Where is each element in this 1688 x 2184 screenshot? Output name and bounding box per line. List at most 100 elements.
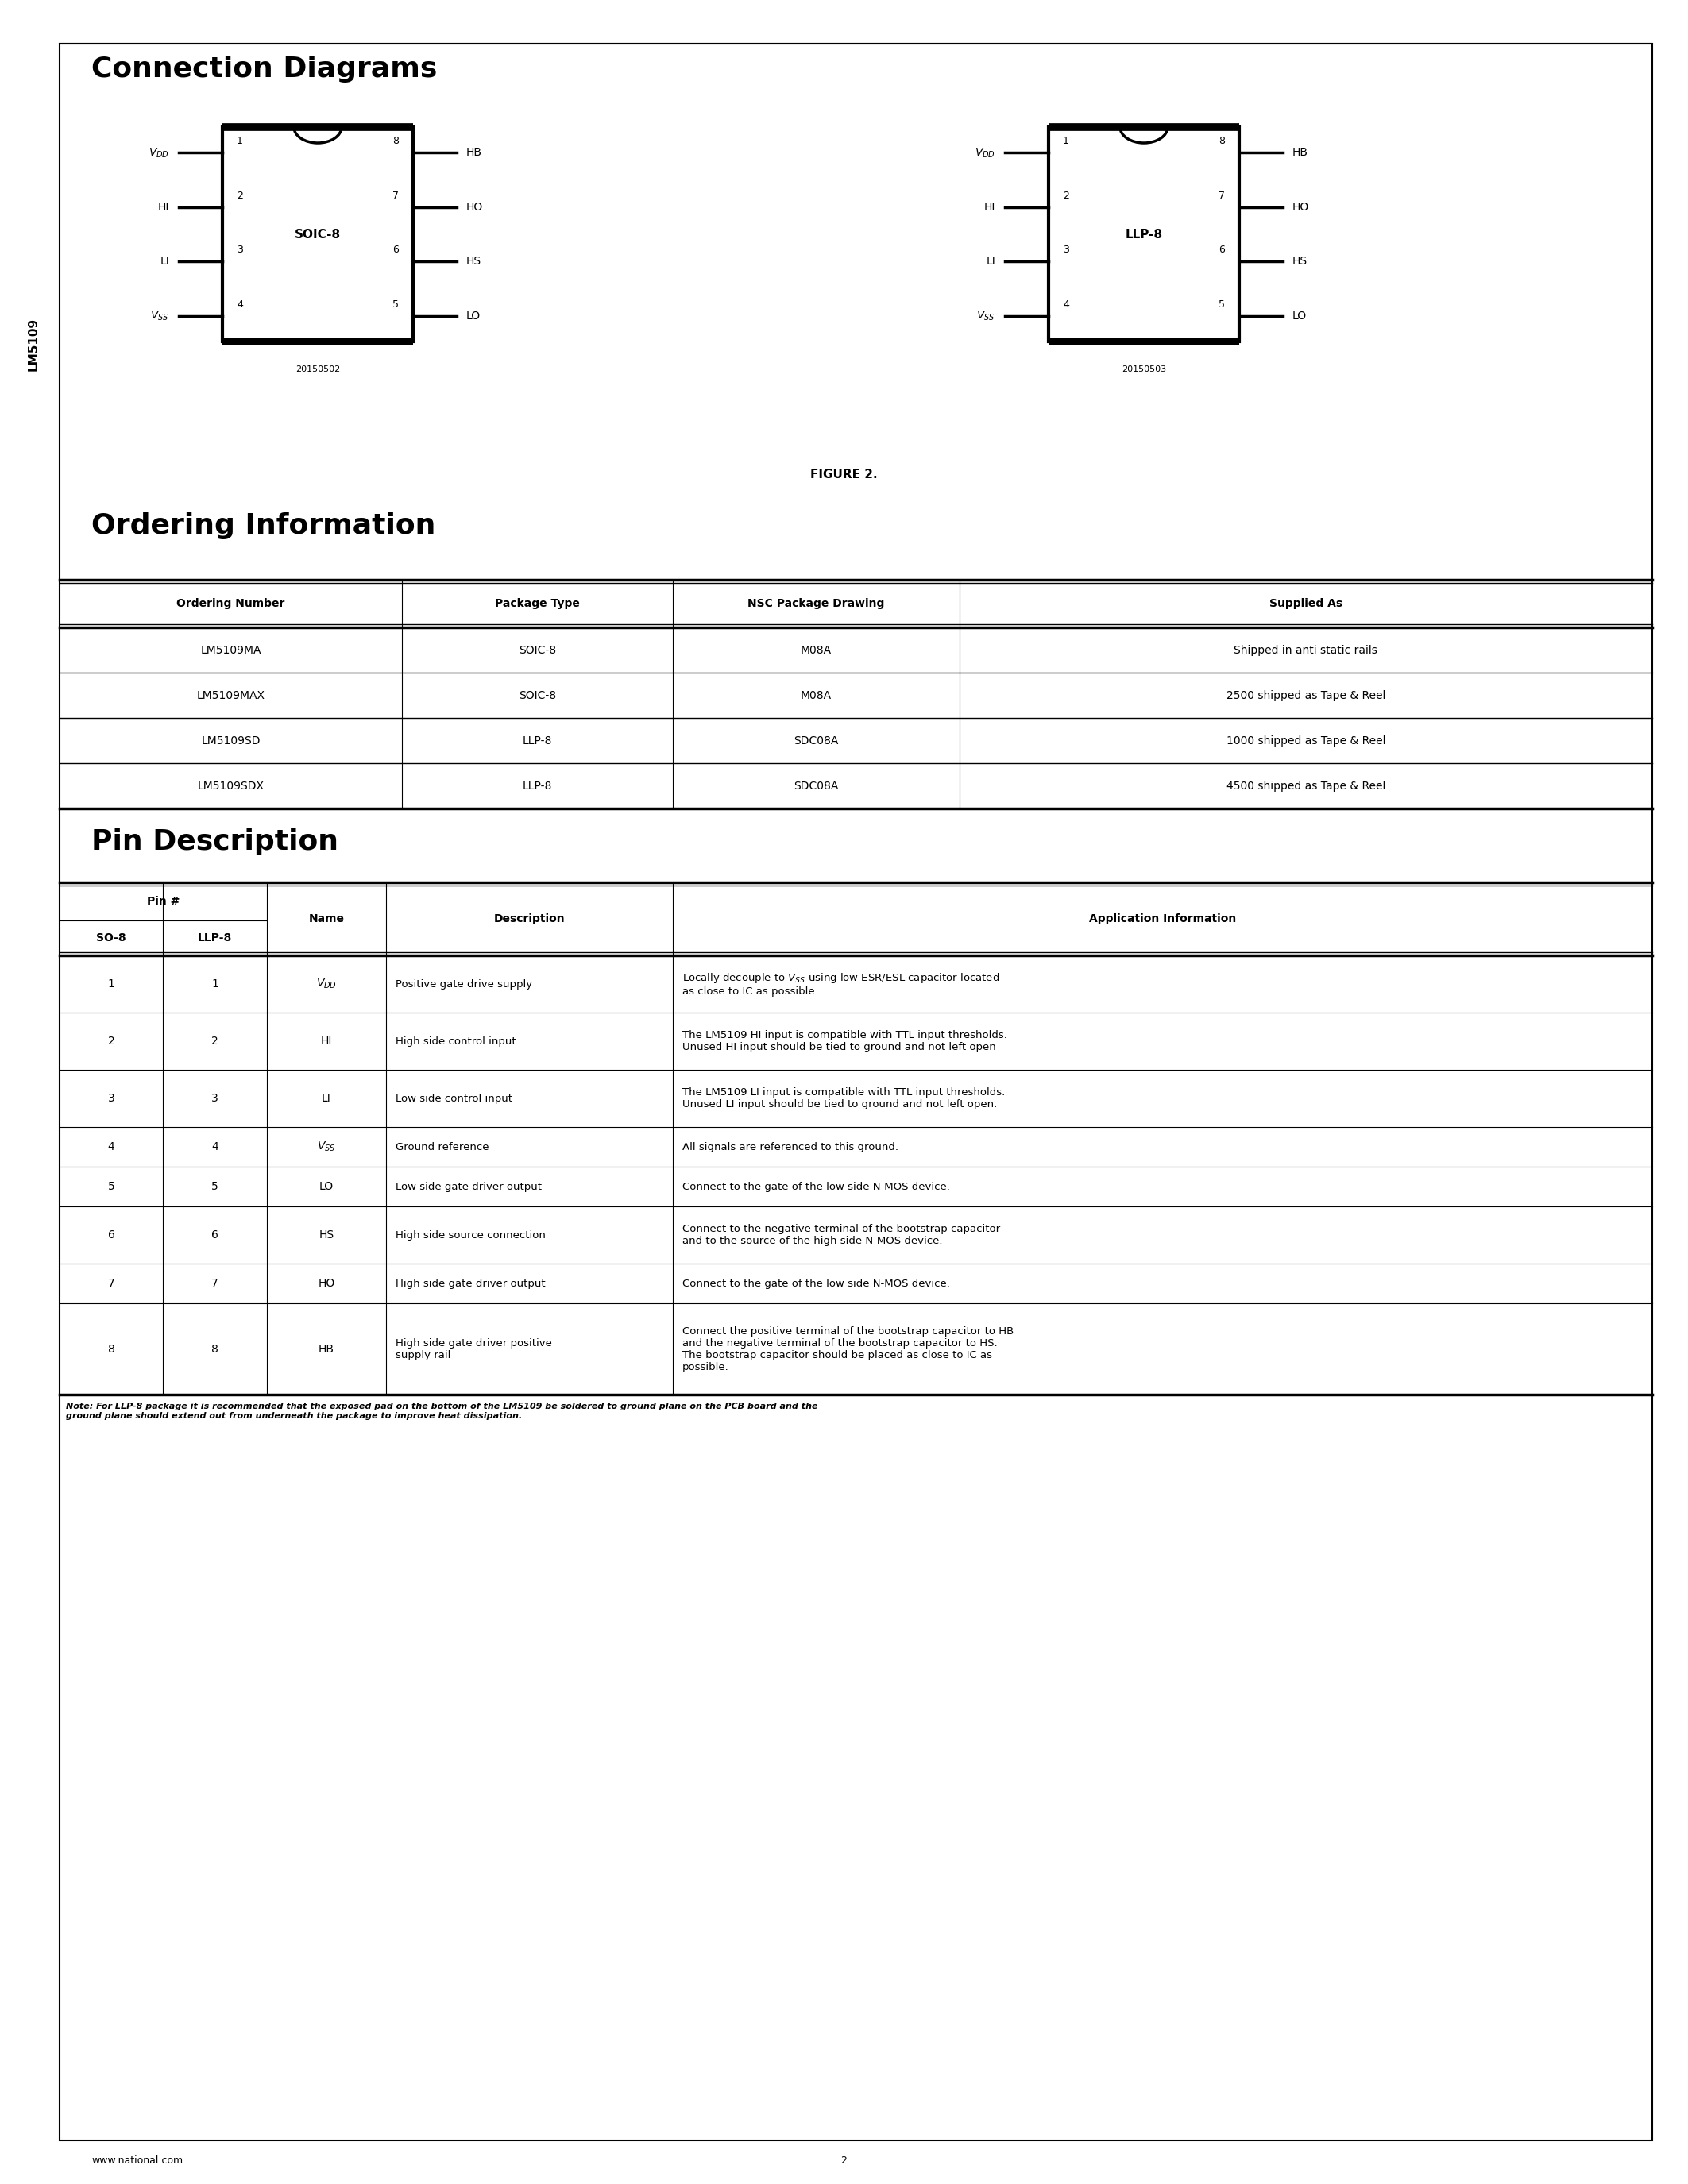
Bar [223,127,414,341]
Text: LLP-8: LLP-8 [197,933,231,943]
Text: HS: HS [319,1230,334,1241]
Text: LLP-8: LLP-8 [523,780,552,791]
Text: M08A: M08A [800,644,832,655]
Text: 8: 8 [1219,135,1225,146]
Text: LM5109: LM5109 [27,317,39,371]
Text: LM5109MAX: LM5109MAX [196,690,265,701]
Text: SO-8: SO-8 [96,933,127,943]
Text: 1: 1 [108,978,115,989]
Text: SDC08A: SDC08A [793,780,839,791]
Text: HB: HB [1293,146,1308,159]
Text: 1: 1 [211,978,218,989]
Text: 8: 8 [108,1343,115,1354]
Text: Supplied As: Supplied As [1269,598,1342,609]
Text: Name: Name [309,913,344,924]
Text: 3: 3 [236,245,243,256]
Text: 1000 shipped as Tape & Reel: 1000 shipped as Tape & Reel [1225,736,1386,747]
Text: 2: 2 [1063,190,1069,201]
Text: Locally decouple to $V_{SS}$ using low ESR/ESL capacitor located
as close to IC : Locally decouple to $V_{SS}$ using low E… [682,972,999,996]
Text: Connect the positive terminal of the bootstrap capacitor to HB
and the negative : Connect the positive terminal of the boo… [682,1326,1014,1372]
Text: Connect to the gate of the low side N-MOS device.: Connect to the gate of the low side N-MO… [682,1182,950,1192]
Text: LO: LO [1293,310,1307,321]
Text: HS: HS [466,256,481,266]
Text: High side control input: High side control input [395,1035,517,1046]
Text: LO: LO [319,1182,334,1192]
Text: 5: 5 [392,299,398,310]
Text: 6: 6 [108,1230,115,1241]
Text: The LM5109 LI input is compatible with TTL input thresholds.
Unused LI input sho: The LM5109 LI input is compatible with T… [682,1088,1004,1109]
Text: Description: Description [495,913,565,924]
Text: 7: 7 [1219,190,1225,201]
Text: 2: 2 [841,2156,847,2164]
Text: Connect to the negative terminal of the bootstrap capacitor
and to the source of: Connect to the negative terminal of the … [682,1223,999,1247]
Text: 4: 4 [211,1142,218,1153]
Text: Note: For LLP-8 package it is recommended that the exposed pad on the bottom of : Note: For LLP-8 package it is recommende… [66,1402,817,1420]
Text: 8: 8 [211,1343,218,1354]
Text: Shipped in anti static rails: Shipped in anti static rails [1234,644,1377,655]
Text: Positive gate drive supply: Positive gate drive supply [395,978,532,989]
Text: Ground reference: Ground reference [395,1142,490,1151]
Text: LM5109MA: LM5109MA [201,644,262,655]
Text: 1: 1 [1063,135,1069,146]
Text: Pin #: Pin # [147,895,179,906]
Text: 4: 4 [108,1142,115,1153]
Text: High side source connection: High side source connection [395,1230,545,1241]
Text: LLP-8: LLP-8 [1126,229,1163,240]
Text: LI: LI [160,256,169,266]
Text: High side gate driver positive
supply rail: High side gate driver positive supply ra… [395,1339,552,1361]
Text: High side gate driver output: High side gate driver output [395,1278,545,1289]
Text: SDC08A: SDC08A [793,736,839,747]
Text: $V_{DD}$: $V_{DD}$ [974,146,996,159]
Text: LI: LI [986,256,996,266]
Text: HI: HI [321,1035,333,1046]
Text: SOIC-8: SOIC-8 [518,690,555,701]
Text: $V_{DD}$: $V_{DD}$ [149,146,169,159]
Text: $V_{SS}$: $V_{SS}$ [317,1140,336,1153]
Text: 3: 3 [108,1092,115,1103]
Text: 2: 2 [108,1035,115,1046]
Text: HO: HO [1293,201,1310,212]
Text: Application Information: Application Information [1089,913,1236,924]
Text: HB: HB [466,146,483,159]
Text: 2500 shipped as Tape & Reel: 2500 shipped as Tape & Reel [1225,690,1386,701]
Text: 6: 6 [211,1230,218,1241]
Text: The LM5109 HI input is compatible with TTL input thresholds.
Unused HI input sho: The LM5109 HI input is compatible with T… [682,1031,1008,1053]
Text: LM5109SDX: LM5109SDX [197,780,263,791]
Text: www.national.com: www.national.com [91,2156,182,2164]
Text: 5: 5 [108,1182,115,1192]
Text: 3: 3 [211,1092,218,1103]
Text: Ordering Number: Ordering Number [177,598,285,609]
Text: 20150503: 20150503 [1121,365,1166,373]
Text: 5: 5 [211,1182,218,1192]
Text: 7: 7 [108,1278,115,1289]
Text: 4: 4 [1063,299,1069,310]
Text: HI: HI [157,201,169,212]
Text: 4500 shipped as Tape & Reel: 4500 shipped as Tape & Reel [1225,780,1386,791]
Text: HB: HB [319,1343,334,1354]
Text: Pin Description: Pin Description [91,828,338,856]
Text: HI: HI [984,201,996,212]
Text: HO: HO [317,1278,334,1289]
Text: Package Type: Package Type [495,598,581,609]
Text: 6: 6 [393,245,398,256]
Text: 6: 6 [1219,245,1225,256]
Text: $V_{SS}$: $V_{SS}$ [150,310,169,323]
Text: SOIC-8: SOIC-8 [295,229,341,240]
Text: M08A: M08A [800,690,832,701]
Text: 1: 1 [236,135,243,146]
Bar [1048,127,1239,341]
Text: $V_{SS}$: $V_{SS}$ [977,310,996,323]
Text: 2: 2 [211,1035,218,1046]
Text: Low side gate driver output: Low side gate driver output [395,1182,542,1192]
Text: NSC Package Drawing: NSC Package Drawing [748,598,885,609]
Text: LLP-8: LLP-8 [523,736,552,747]
Text: Low side control input: Low side control input [395,1094,513,1103]
Text: 2: 2 [236,190,243,201]
Text: SOIC-8: SOIC-8 [518,644,555,655]
Text: $V_{DD}$: $V_{DD}$ [316,978,336,992]
Text: 7: 7 [392,190,398,201]
Text: LI: LI [322,1092,331,1103]
Text: All signals are referenced to this ground.: All signals are referenced to this groun… [682,1142,898,1151]
Text: LM5109SD: LM5109SD [201,736,260,747]
Text: Connect to the gate of the low side N-MOS device.: Connect to the gate of the low side N-MO… [682,1278,950,1289]
